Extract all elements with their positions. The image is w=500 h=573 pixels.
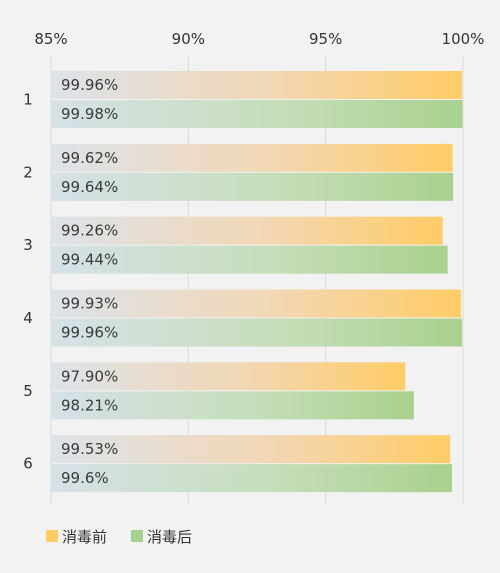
bar-after bbox=[51, 172, 454, 201]
category-label: 1 bbox=[23, 91, 33, 109]
category-label: 4 bbox=[23, 309, 33, 327]
bar-value-label: 99.44% bbox=[61, 251, 118, 269]
x-axis-ticks: 85% 90% 95% 100% bbox=[34, 30, 484, 48]
bar-before bbox=[51, 435, 451, 464]
bar-value-label: 99.96% bbox=[61, 324, 118, 342]
bar-value-label: 99.26% bbox=[61, 222, 118, 240]
x-tick-label: 90% bbox=[172, 30, 205, 48]
bar-value-label: 99.64% bbox=[61, 178, 118, 196]
legend-swatch-before bbox=[46, 530, 58, 542]
legend-swatch-after bbox=[131, 530, 143, 542]
x-tick-label: 100% bbox=[442, 30, 485, 48]
bar-value-label: 97.90% bbox=[61, 367, 118, 385]
bar-value-label: 99.96% bbox=[61, 76, 118, 94]
bar-after bbox=[51, 245, 448, 274]
bar-after bbox=[51, 318, 462, 347]
category-label: 3 bbox=[23, 236, 33, 254]
bar-after bbox=[51, 391, 414, 420]
x-tick-label: 85% bbox=[34, 30, 67, 48]
category-label: 6 bbox=[23, 455, 33, 473]
category-label: 2 bbox=[23, 163, 33, 181]
category-label: 5 bbox=[23, 382, 33, 400]
legend-label-before: 消毒前 bbox=[62, 528, 107, 546]
bar-before bbox=[51, 289, 462, 318]
bar-value-label: 99.98% bbox=[61, 105, 118, 123]
x-tick-label: 95% bbox=[309, 30, 342, 48]
bar-after bbox=[51, 464, 453, 493]
bar-after bbox=[51, 100, 463, 128]
legend: 消毒前 消毒后 bbox=[46, 528, 192, 546]
legend-label-after: 消毒后 bbox=[147, 528, 192, 546]
bar-value-label: 99.93% bbox=[61, 295, 118, 313]
gridlines bbox=[50, 56, 464, 505]
bar-before bbox=[51, 143, 453, 172]
bar-value-label: 99.53% bbox=[61, 440, 118, 458]
bar-before bbox=[51, 362, 406, 391]
bar-value-label: 99.62% bbox=[61, 149, 118, 167]
bar-value-label: 98.21% bbox=[61, 396, 118, 414]
category-labels: 1 2 3 4 5 6 bbox=[23, 91, 33, 473]
bars: 99.96% 99.98% 99.62% 99.64% 99.26% 99.44% 99.9… bbox=[51, 71, 463, 493]
bar-before bbox=[51, 216, 443, 245]
bar-value-label: 99.6% bbox=[61, 469, 109, 487]
bar-before bbox=[51, 71, 462, 99]
